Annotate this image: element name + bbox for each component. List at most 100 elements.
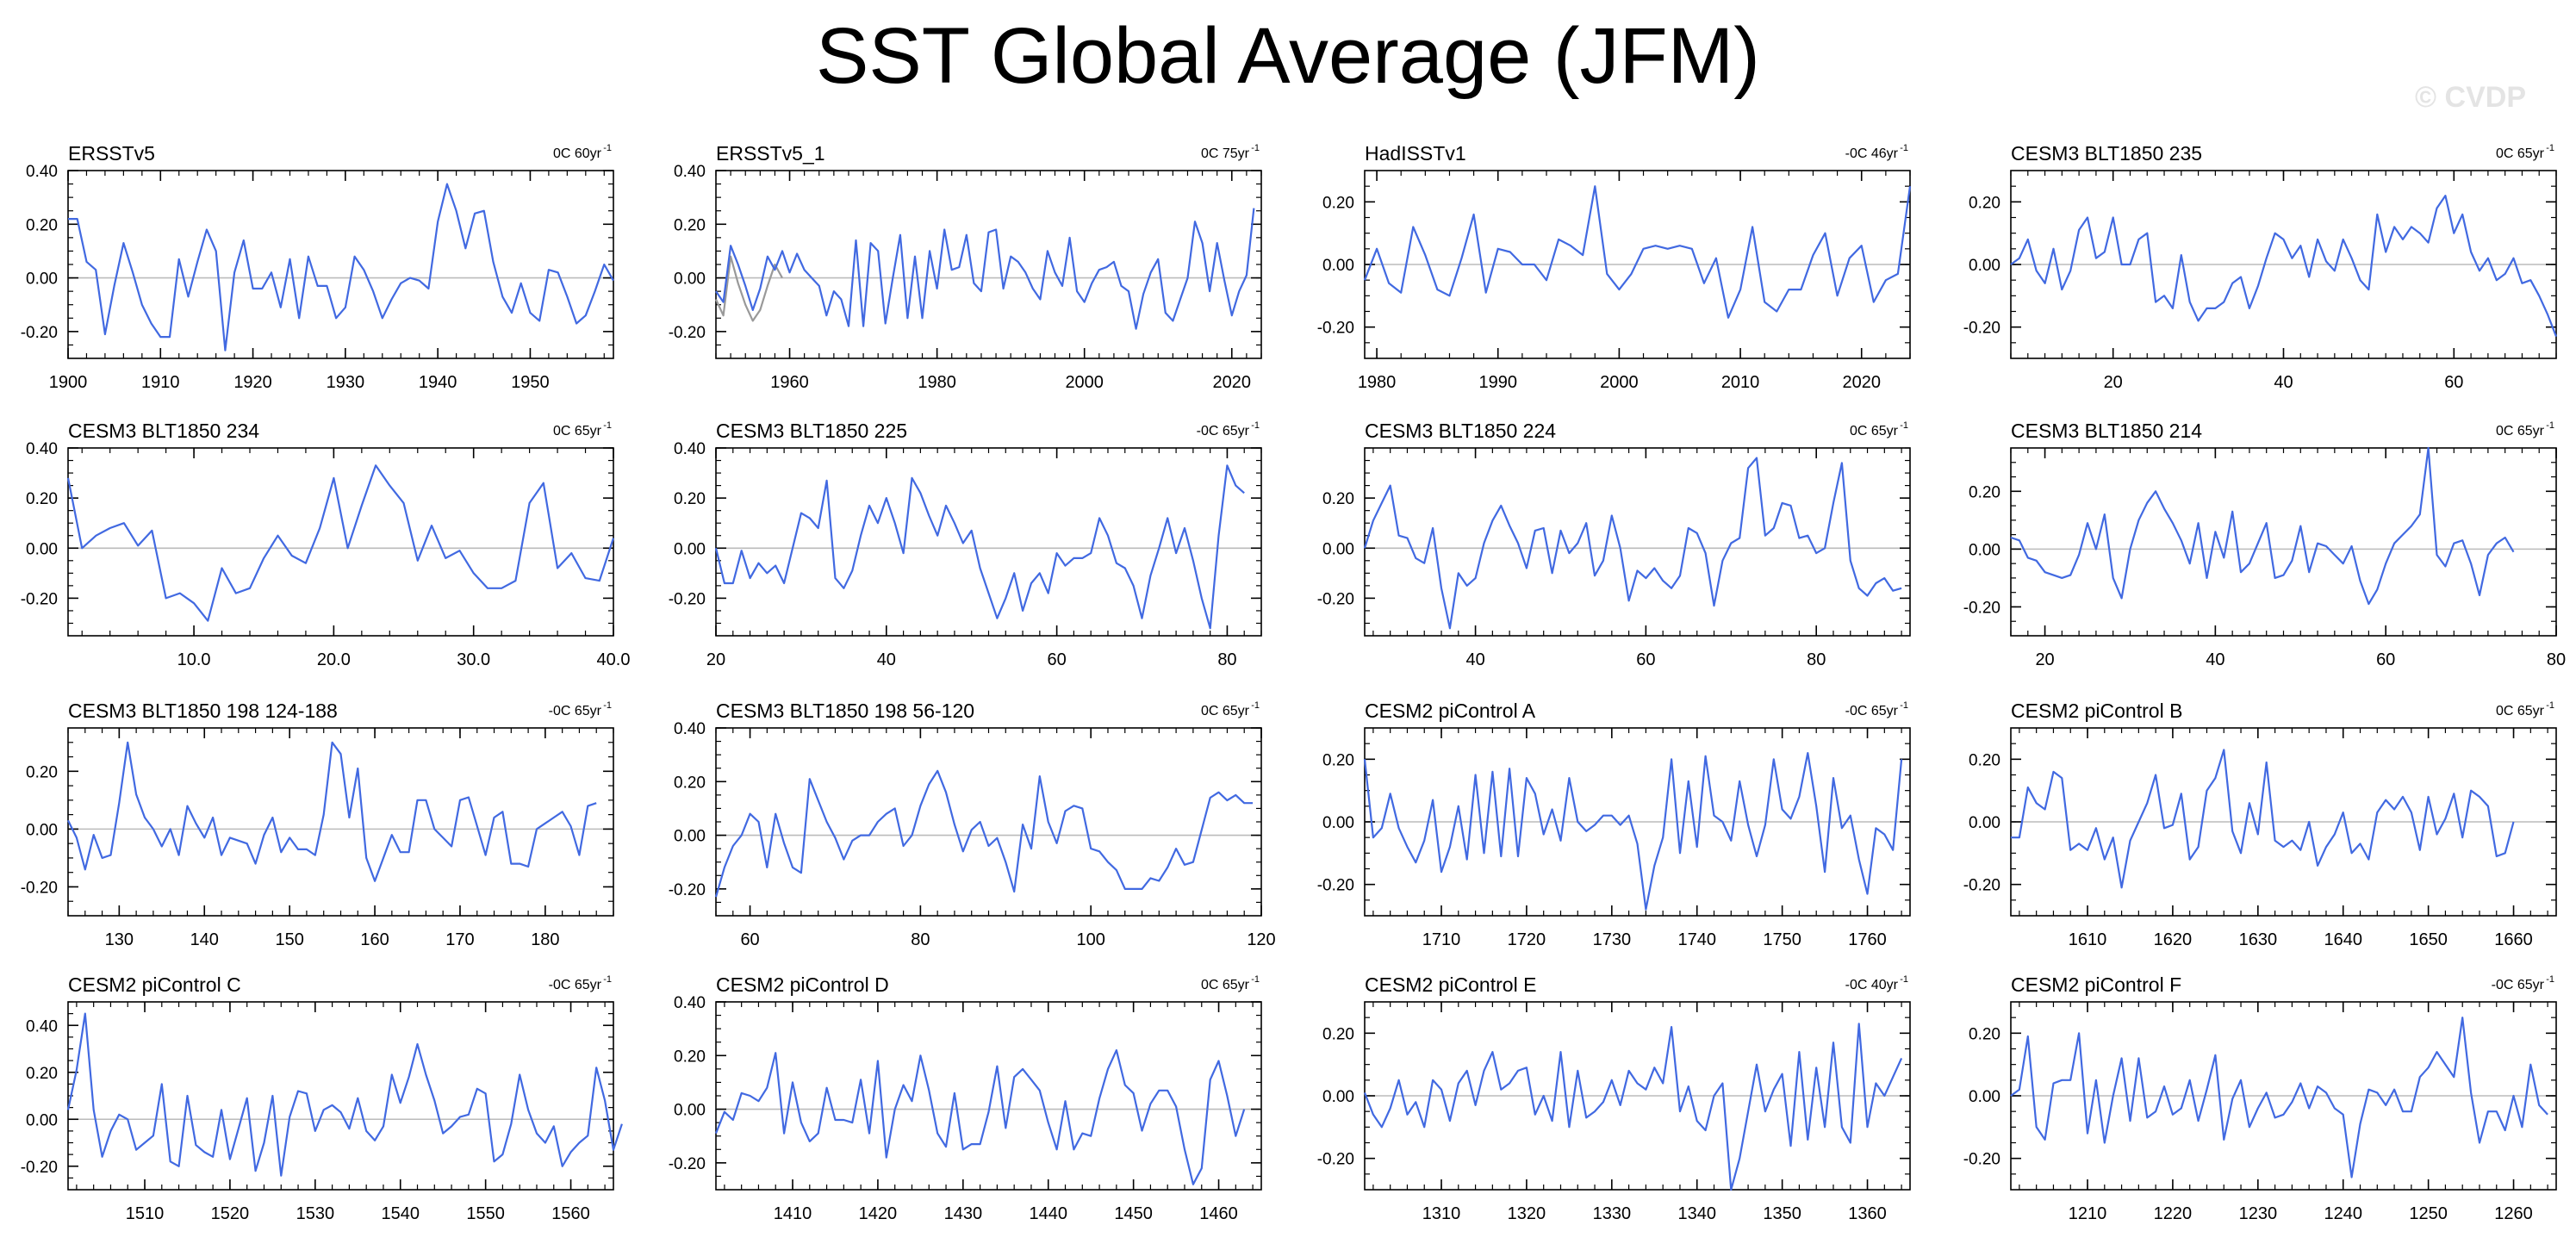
x-tick-label: 1930 — [327, 373, 365, 392]
series-line — [68, 183, 614, 351]
y-tick-label: -0.20 — [1317, 320, 1354, 338]
x-tick-label: 60 — [740, 930, 759, 949]
plot-frame — [715, 1001, 1262, 1191]
x-tick-label: 2000 — [1600, 373, 1639, 392]
x-tick-label: 1250 — [2409, 1204, 2448, 1223]
trend-label: 0C 65yr — [1850, 424, 1899, 438]
x-tick-label: 1950 — [511, 373, 550, 392]
chart-panel: -0.20 0.00 0.20 0.40 1900 1910 1920 1930 1940 195… — [21, 142, 614, 392]
plot-frame — [67, 447, 614, 637]
series-line — [2010, 195, 2558, 337]
x-tick-label: 1720 — [1508, 930, 1546, 949]
plot-frame — [2010, 447, 2557, 637]
x-tick-label: 1940 — [419, 373, 457, 392]
y-tick-label: 0.40 — [26, 440, 58, 458]
y-tick-label: 0.20 — [674, 216, 706, 234]
x-tick-label: 1750 — [1763, 930, 1801, 949]
trend-label: -0C 40yr — [1845, 978, 1899, 992]
series-line — [714, 1048, 1246, 1185]
x-tick-label: 1460 — [1199, 1204, 1238, 1223]
x-tick-label: 40 — [2206, 650, 2224, 669]
y-tick-label: 0.20 — [1969, 1025, 2000, 1043]
x-tick-label: 1440 — [1029, 1204, 1067, 1223]
trend-label: 0C 60yr — [553, 146, 602, 161]
x-tick-label: 140 — [190, 930, 219, 949]
panel-title: CESM3 BLT1850 235 — [2011, 142, 2202, 165]
x-tick-label: 2010 — [1721, 373, 1760, 392]
x-tick-label: 1620 — [2154, 930, 2193, 949]
y-tick-label: 0.00 — [26, 1111, 58, 1129]
y-tick-label: 0.00 — [26, 540, 58, 558]
x-tick-label: 60 — [2444, 373, 2463, 392]
x-tick-label: 1360 — [1848, 1204, 1887, 1223]
x-tick-label: 1240 — [2324, 1204, 2362, 1223]
series-line — [715, 208, 1255, 330]
y-tick-label: -0.20 — [1963, 877, 2000, 895]
y-tick-label: 0.00 — [1969, 814, 2000, 832]
chart-panel: -0.20 0.00 0.20 1980 1990 2000 2010 2020 HadISST… — [1317, 142, 1912, 392]
y-tick-label: 0.00 — [674, 1102, 706, 1120]
x-tick-label: 1990 — [1478, 373, 1517, 392]
figure-title: SST Global Average (JFM) — [816, 12, 1760, 100]
y-tick-label: 0.00 — [1322, 540, 1354, 558]
x-tick-label: 1740 — [1677, 930, 1716, 949]
series-line — [67, 741, 597, 882]
x-tick-label: 1350 — [1763, 1204, 1801, 1223]
x-tick-label: 20.0 — [317, 650, 351, 669]
trend-superscript: -1 — [2546, 420, 2554, 431]
x-tick-label: 60 — [1636, 650, 1655, 669]
x-tick-label: 2020 — [1842, 373, 1881, 392]
x-tick-label: 1560 — [551, 1204, 590, 1223]
x-tick-label: 1340 — [1677, 1204, 1716, 1223]
panel-title: CESM3 BLT1850 234 — [68, 420, 259, 442]
panel-title: CESM3 BLT1850 214 — [2011, 420, 2202, 442]
y-tick-label: 0.20 — [1969, 751, 2000, 769]
x-tick-label: 40.0 — [597, 650, 631, 669]
panel-title: CESM2 piControl C — [68, 973, 241, 996]
plot-frame — [67, 170, 614, 359]
y-tick-label: -0.20 — [1963, 1151, 2000, 1169]
y-tick-label: 0.00 — [674, 540, 706, 558]
x-tick-label: 2020 — [1213, 373, 1252, 392]
y-tick-label: 0.40 — [674, 720, 706, 738]
trend-label: 0C 65yr — [2496, 424, 2545, 438]
x-tick-label: 1920 — [233, 373, 272, 392]
chart-panel: -0.20 0.00 0.20 1310 1320 1330 1340 1350 1360 CES… — [1317, 973, 1911, 1223]
trend-superscript: -1 — [1900, 420, 1908, 431]
y-tick-label: 0.20 — [674, 774, 706, 792]
x-tick-label: 120 — [1247, 930, 1275, 949]
y-tick-label: -0.20 — [21, 1159, 58, 1177]
y-tick-label: 0.00 — [674, 271, 706, 289]
panel-title: ERSSTv5 — [68, 142, 155, 165]
y-tick-label: 0.20 — [1322, 751, 1354, 769]
series-line — [1363, 1023, 1903, 1191]
chart-panel: -0.20 0.00 0.20 40 60 80 CESM3 BLT1850 224 0C 6… — [1317, 420, 1911, 669]
panel-title: CESM2 piControl D — [716, 973, 889, 996]
trend-superscript: -1 — [603, 974, 612, 985]
y-tick-label: 0.20 — [674, 1048, 706, 1066]
y-tick-label: 0.00 — [1969, 257, 2000, 275]
x-tick-label: 1430 — [944, 1204, 983, 1223]
x-tick-label: 40 — [877, 650, 896, 669]
x-tick-label: 1550 — [466, 1204, 505, 1223]
x-tick-label: 2000 — [1065, 373, 1104, 392]
y-tick-label: 0.40 — [674, 163, 706, 181]
y-tick-label: -0.20 — [1317, 877, 1354, 895]
series-line — [714, 769, 1254, 898]
chart-panel: -0.20 0.00 0.20 20 40 60 CESM3 BLT1850 235 0C 6… — [1963, 142, 2558, 392]
chart-panel: -0.20 0.00 0.20 0.40 20 40 60 80 CESM3 BLT1850 2… — [669, 420, 1262, 669]
x-tick-label: 1910 — [141, 373, 180, 392]
x-tick-label: 1650 — [2409, 930, 2448, 949]
series-line — [715, 255, 783, 322]
y-tick-label: -0.20 — [1317, 1151, 1354, 1169]
chart-panel: -0.20 0.00 0.20 0.40 1410 1420 1430 1440 1450 146… — [669, 973, 1262, 1223]
x-tick-label: 60 — [2376, 650, 2395, 669]
x-tick-label: 20 — [2104, 373, 2123, 392]
x-tick-label: 1540 — [381, 1204, 420, 1223]
panel-title: CESM2 piControl F — [2011, 973, 2181, 996]
x-tick-label: 150 — [275, 930, 303, 949]
trend-superscript: -1 — [1900, 974, 1908, 985]
watermark-text: © CVDP — [2415, 81, 2526, 114]
x-tick-label: 80 — [1217, 650, 1236, 669]
y-tick-label: 0.20 — [1322, 194, 1354, 212]
